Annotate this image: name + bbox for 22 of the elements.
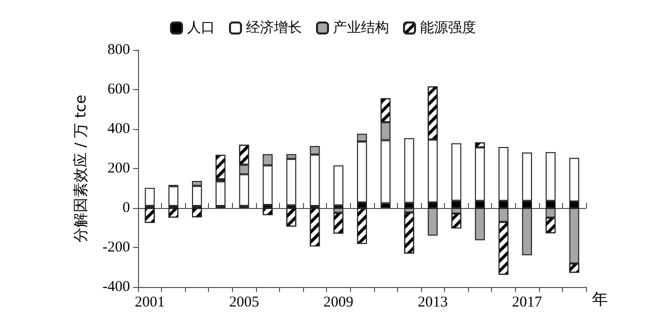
x-axis-title: 年 (592, 290, 608, 308)
legend-label: 人口 (187, 20, 215, 36)
y-tick-label: 200 (108, 160, 130, 176)
legend-label: 经济增长 (246, 20, 302, 36)
y-tick-label: 0 (122, 200, 130, 216)
y-axis-title: 分解因素效应 / 万 tce (72, 94, 90, 242)
y-tick-label: 400 (108, 121, 130, 137)
bar (333, 165, 344, 206)
legend-label: 能源强度 (420, 20, 476, 36)
legend-label: 产业结构 (333, 20, 389, 36)
y-tick-label: 800 (108, 42, 130, 58)
x-tick-label: 2001 (134, 294, 165, 310)
x-tick-label: 2017 (512, 294, 543, 310)
x-tick-label: 2013 (418, 294, 448, 310)
y-tick-label: 600 (108, 82, 130, 98)
x-tick-label: 2009 (323, 294, 354, 310)
bar (144, 188, 155, 206)
y-tick-label: -400 (102, 279, 130, 295)
x-tick-label: 2005 (229, 294, 260, 310)
bar (216, 181, 226, 206)
bar (168, 186, 178, 206)
y-tick-label: -200 (102, 240, 130, 256)
